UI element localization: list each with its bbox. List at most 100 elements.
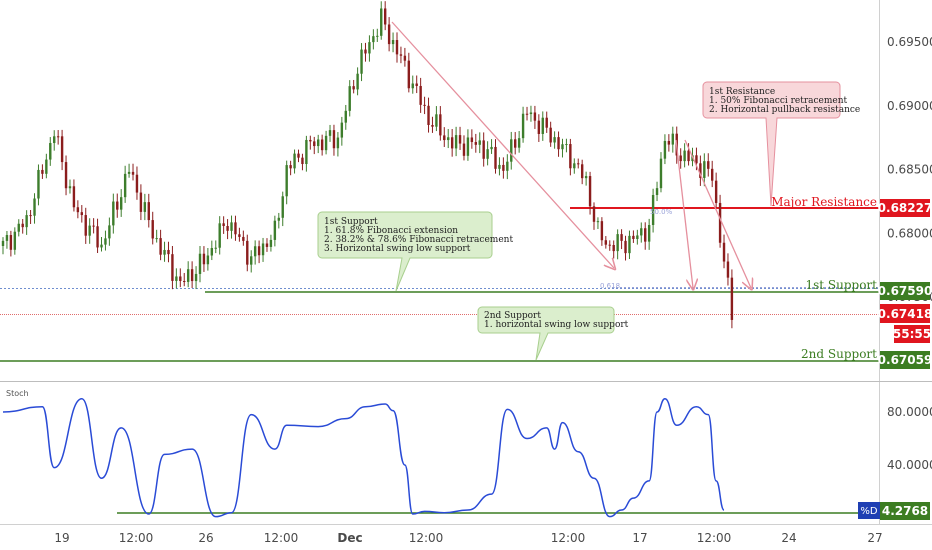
candle-body: [651, 194, 655, 226]
candle-body: [387, 24, 391, 45]
candle-body: [584, 176, 588, 179]
support1-callout[interactable]: 1st Support 1. 61.8% Fibonacci extension…: [317, 211, 513, 292]
candle-body: [517, 138, 521, 148]
candle-body: [711, 168, 714, 181]
candle-body: [155, 238, 158, 240]
candle-body: [269, 239, 273, 247]
candle-body: [100, 244, 103, 248]
candle-body: [147, 202, 150, 221]
candle-body: [332, 130, 336, 149]
candle-body: [718, 202, 722, 243]
candle-body: [33, 198, 36, 216]
candle-body: [356, 73, 359, 90]
candle-body: [474, 142, 477, 145]
candle-body: [470, 137, 474, 143]
candle-body: [17, 223, 20, 232]
fib-50-label: 50.0%: [650, 208, 673, 216]
candle-body: [135, 174, 139, 193]
candle-body: [498, 164, 501, 169]
current-price-tag: 0.67418: [878, 304, 932, 323]
candle-body: [104, 238, 107, 245]
candle-body: [202, 253, 206, 265]
candle-body: [565, 144, 568, 146]
candle-body: [490, 146, 493, 150]
candle-body: [569, 144, 572, 169]
candle-body: [226, 226, 229, 231]
candle-body: [159, 238, 162, 255]
candle-body: [415, 83, 418, 86]
candle-body: [703, 161, 706, 178]
candle-body: [557, 137, 560, 150]
candle-body: [407, 60, 411, 89]
candle-body: [482, 140, 485, 159]
candle-body: [714, 180, 718, 203]
candle-body: [320, 139, 324, 151]
candle-body: [49, 143, 52, 160]
candle-body: [592, 206, 596, 222]
candle-body: [234, 222, 237, 235]
x-tick-label: 26: [198, 531, 213, 545]
candle-body: [403, 55, 407, 61]
candle-body: [352, 86, 355, 90]
candle-body: [222, 223, 225, 227]
candle-body: [687, 150, 690, 162]
candle-body: [198, 253, 202, 274]
candle-body: [454, 135, 458, 149]
candle-body: [427, 105, 430, 125]
candle-body: [9, 235, 13, 250]
candle-body: [139, 192, 143, 212]
stoch-indicator-label[interactable]: Stoch: [6, 389, 29, 398]
candle-body: [644, 228, 647, 242]
candle-body: [289, 165, 292, 169]
candle-body: [604, 240, 608, 245]
candle-body: [628, 235, 631, 254]
support1-line1: 1. 61.8% Fibonacci extension: [324, 226, 458, 236]
candle-body: [722, 242, 726, 262]
candle-body: [383, 8, 387, 25]
candle-body: [273, 220, 277, 240]
candle-body: [647, 225, 651, 242]
candle-body: [659, 158, 663, 189]
candle-body: [163, 249, 166, 255]
candle-body: [458, 135, 462, 144]
tag-value: 0.67059: [878, 353, 932, 367]
candle-body: [80, 212, 83, 216]
resistance-callout[interactable]: 1st Resistance 1. 50% Fibonacci retracem…: [702, 81, 860, 207]
x-tick-label: 27: [867, 531, 882, 545]
stoch-value-tags: %D 4.2768: [858, 502, 930, 520]
candle-body: [372, 36, 375, 43]
downtrend-arrow: [391, 21, 614, 268]
candle-body: [632, 235, 635, 239]
candle-body: [281, 196, 284, 218]
x-tick-label: 12:00: [119, 531, 154, 545]
candle-body: [439, 114, 442, 136]
candle-body: [277, 217, 280, 221]
first-support-price-tag: 0.67590: [878, 282, 932, 300]
candle-body: [580, 164, 584, 179]
candle-body: [64, 162, 68, 189]
x-tick-label: 19: [54, 531, 69, 545]
x-tick-label: 12:00: [551, 531, 586, 545]
candle-body: [301, 157, 304, 165]
candle-body: [612, 245, 615, 252]
stoch-y-tick-label: 80.0000: [887, 405, 932, 419]
candle-body: [112, 201, 115, 226]
candle-body: [179, 276, 182, 282]
retrace-arrow-left: [675, 139, 693, 288]
candle-body: [116, 201, 119, 210]
candle-body: [502, 164, 505, 171]
support2-callout[interactable]: 2nd Support 1. horizontal swing low supp…: [477, 306, 629, 361]
stoch-value-tag: 4.2768: [882, 504, 928, 518]
candle-body: [56, 136, 60, 138]
candle-body: [730, 277, 734, 320]
candle-body: [431, 124, 434, 127]
candle-body: [324, 135, 328, 151]
candle-body: [561, 144, 564, 150]
candle-body: [123, 173, 127, 198]
stoch-line: [2, 397, 725, 518]
x-tick-label: 12:00: [697, 531, 732, 545]
candle-body: [253, 246, 257, 257]
candle-body: [726, 261, 730, 278]
x-tick-label: 24: [781, 531, 796, 545]
